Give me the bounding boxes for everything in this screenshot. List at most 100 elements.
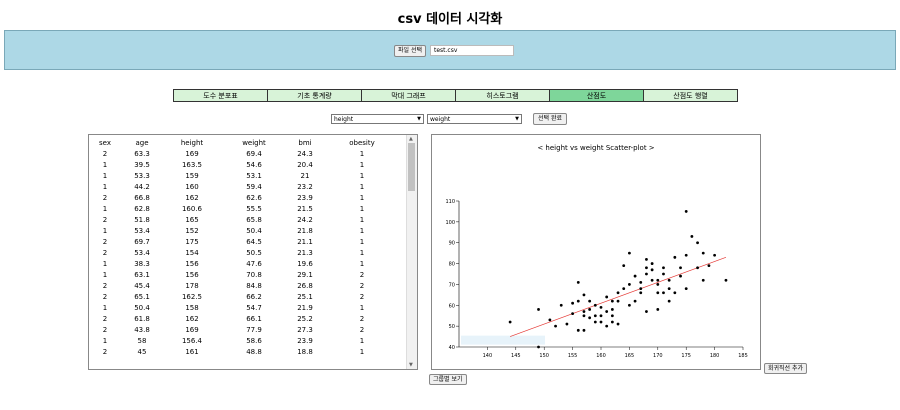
table-cell: 53.3	[134, 171, 150, 180]
table-cell: 62.8	[134, 204, 150, 213]
x-variable-select[interactable]: height ▼	[331, 114, 424, 124]
scatter-point	[605, 295, 609, 299]
scatter-point	[628, 251, 631, 255]
scatter-point	[645, 266, 648, 270]
tab-5[interactable]: 산점도 행렬	[643, 89, 738, 102]
table-cell: 160	[185, 182, 199, 191]
y-tick-label: 80	[449, 262, 455, 268]
scatter-point	[508, 320, 512, 324]
table-cell: 165	[185, 215, 199, 224]
scatter-point	[565, 322, 569, 326]
chevron-down-icon: ▼	[417, 116, 421, 122]
apply-selection-button[interactable]: 선택 완료	[533, 113, 567, 125]
table-cell: 18.8	[297, 347, 313, 356]
table-row: 2 69.7 175 64.5 21.1 1	[89, 236, 401, 247]
scatter-point	[645, 310, 648, 313]
table-cell: 2	[102, 193, 108, 202]
tab-0[interactable]: 도수 분포표	[173, 89, 268, 102]
table-cell: 66.8	[134, 193, 150, 202]
table-cell: 53.4	[134, 226, 150, 235]
table-cell: 2	[102, 149, 108, 158]
table-cell: 58	[137, 336, 147, 345]
table-cell: 53.1	[246, 171, 262, 180]
y-variable-value: weight	[430, 116, 451, 123]
table-cell: 1	[359, 171, 365, 180]
table-cell: 1	[102, 336, 108, 345]
scatter-point	[571, 312, 574, 316]
scatter-chart-panel: < height vs weight Scatter-plot > 140 145 1…	[431, 134, 761, 370]
tab-4[interactable]: 산점도	[549, 89, 644, 102]
table-scrollbar[interactable]: ▲ ▼	[406, 135, 417, 369]
x-tick-label: 145	[511, 353, 521, 359]
table-row: 1 58 156.4 58.6 23.9 1	[89, 335, 401, 346]
y-tick-label: 40	[449, 345, 455, 351]
scrollbar-thumb[interactable]	[408, 143, 415, 191]
table-cell: 156	[185, 270, 199, 279]
y-tick-label: 110	[445, 199, 455, 205]
table-cell: 163.5	[181, 160, 203, 169]
scatter-point	[656, 308, 660, 311]
scatter-point	[650, 262, 654, 265]
add-regression-line-button[interactable]: 회귀직선 추가	[764, 363, 808, 374]
table-cell: 1	[102, 270, 108, 279]
scatter-point	[662, 291, 665, 295]
scroll-up-icon[interactable]: ▲	[409, 136, 413, 142]
table-cell: 62.6	[246, 193, 262, 202]
scatter-point	[599, 305, 603, 309]
data-table: sex age height weight bmi obesity 2 63.3 169 69.…	[89, 137, 401, 357]
column-header: obesity	[349, 138, 375, 147]
scatter-point	[610, 314, 614, 318]
table-cell: 2	[102, 237, 108, 246]
regression-line	[509, 256, 727, 337]
table-cell: 65.8	[246, 215, 262, 224]
group-view-button[interactable]: 그룹별 보기	[429, 374, 467, 385]
page-title: csv 데이터 시각화	[397, 12, 503, 27]
table-cell: 160.6	[181, 204, 203, 213]
tab-3[interactable]: 히스토그램	[455, 89, 550, 102]
tab-2[interactable]: 막대 그래프	[361, 89, 456, 102]
tab-1[interactable]: 기초 통계량	[267, 89, 362, 102]
scatter-point	[684, 253, 688, 257]
x-tick-label: 185	[738, 353, 748, 359]
y-variable-select[interactable]: weight ▼	[427, 114, 522, 124]
table-cell: 1	[102, 303, 108, 312]
scatter-point	[701, 251, 705, 255]
table-row: 1 39.5 163.5 54.6 20.4 1	[89, 159, 401, 170]
x-tick-label: 175	[681, 353, 691, 359]
table-cell: 175	[185, 237, 199, 246]
scatter-point	[650, 278, 654, 282]
table-cell: 1	[359, 237, 365, 246]
scatter-point	[667, 287, 671, 290]
scatter-point	[622, 287, 626, 290]
table-cell: 1	[359, 193, 365, 202]
table-cell: 1	[102, 171, 108, 180]
y-tick-label: 90	[449, 241, 455, 247]
table-cell: 1	[102, 182, 108, 191]
table-cell: 23.9	[297, 193, 313, 202]
table-cell: 45	[137, 347, 147, 356]
selected-file-name: test.csv	[430, 45, 514, 56]
scatter-point	[582, 310, 586, 313]
table-cell: 1	[359, 248, 365, 257]
table-cell: 1	[102, 226, 108, 235]
table-cell: 159	[185, 171, 199, 180]
table-cell: 158	[185, 303, 199, 312]
scatter-point	[599, 320, 603, 324]
table-cell: 1	[102, 259, 108, 268]
table-cell: 178	[185, 281, 199, 290]
table-cell: 161	[185, 347, 199, 356]
table-cell: 50.4	[134, 303, 150, 312]
scroll-down-icon[interactable]: ▼	[409, 362, 413, 368]
table-cell: 162.5	[181, 292, 203, 301]
scatter-point	[690, 235, 694, 238]
scatter-point	[576, 299, 580, 303]
scatter-point	[582, 328, 586, 332]
file-select-button[interactable]: 파일 선택	[394, 45, 426, 57]
highlight-band	[461, 335, 545, 345]
scatter-point	[571, 301, 574, 305]
scatter-point	[656, 291, 660, 295]
scatter-point	[593, 320, 597, 324]
scatter-point	[673, 255, 677, 259]
data-table-panel[interactable]: sex age height weight bmi obesity 2 63.3 169 69.…	[88, 134, 418, 370]
scatter-point	[554, 324, 557, 328]
